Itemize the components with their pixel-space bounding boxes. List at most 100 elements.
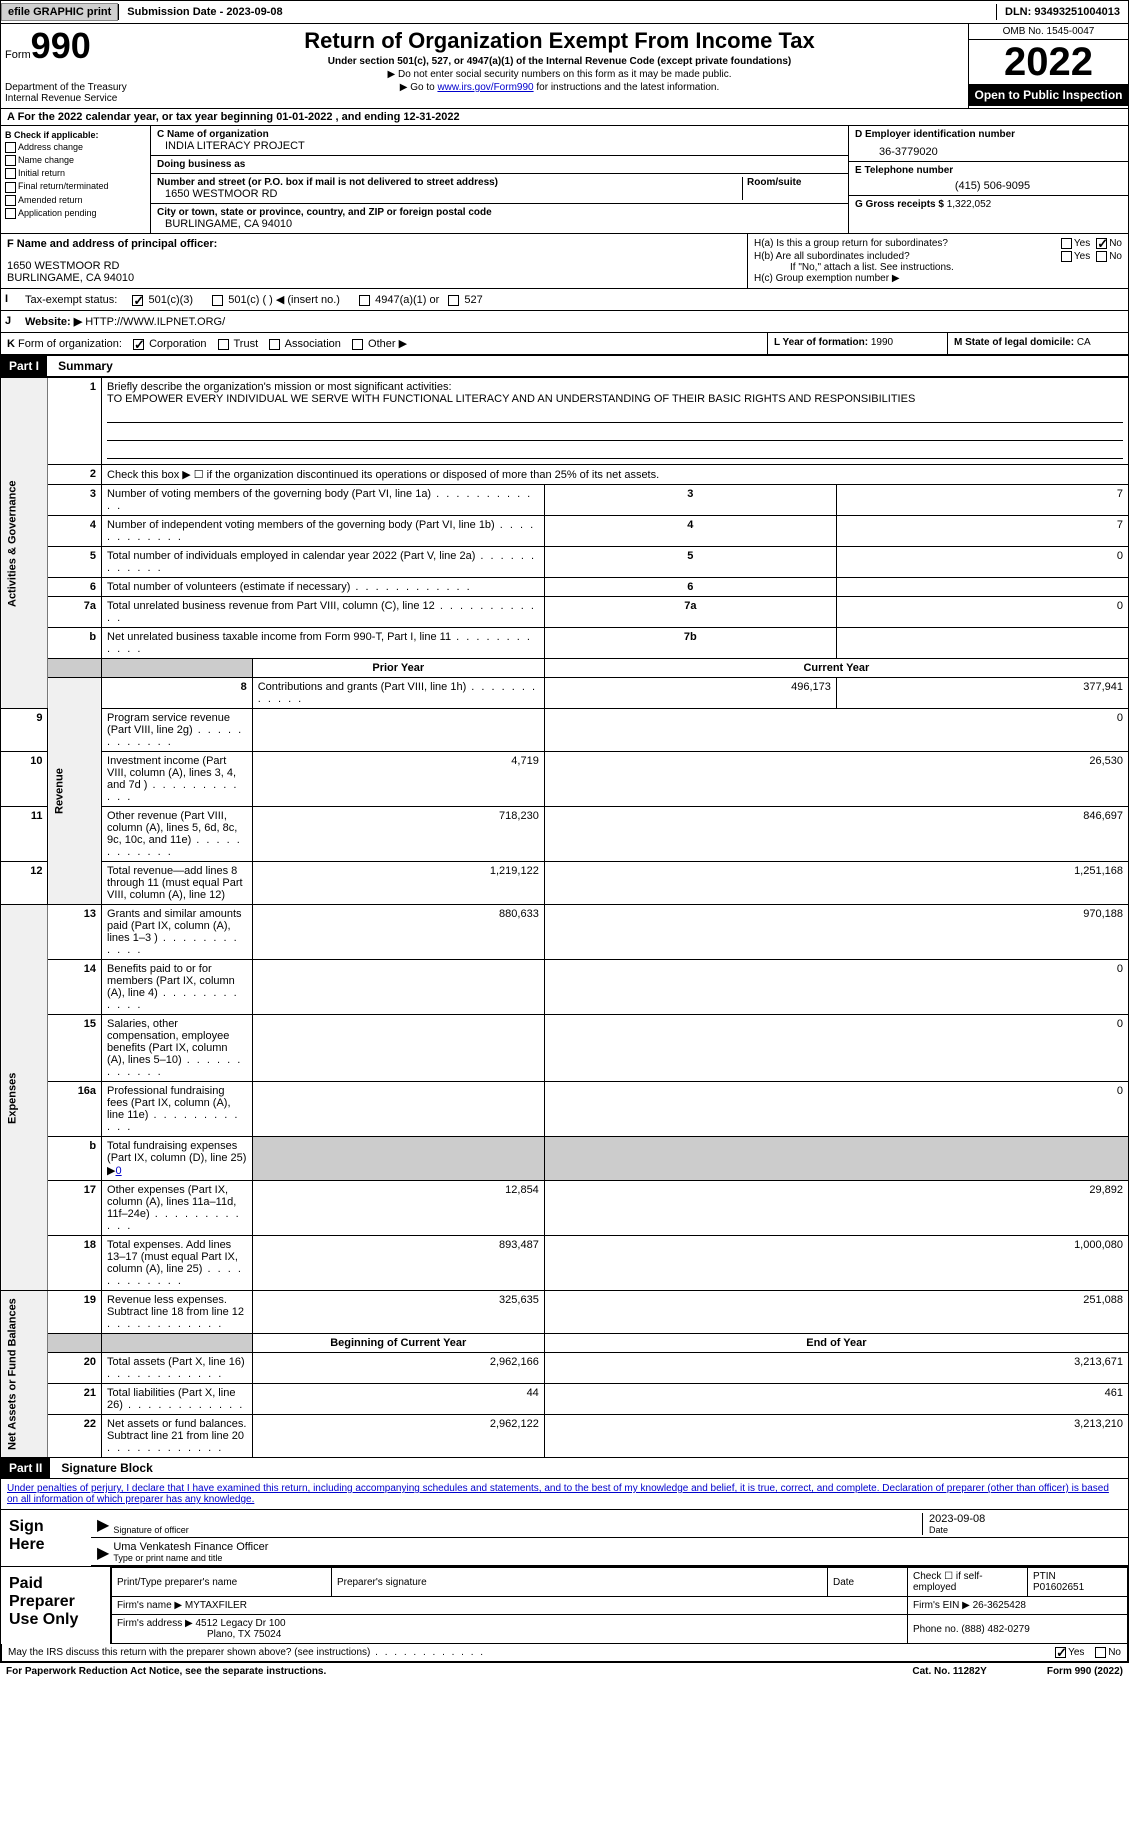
line-15-cy: 0 [544, 1015, 1128, 1082]
line-16a-py [252, 1082, 544, 1137]
line-5-desc: Total number of individuals employed in … [102, 547, 545, 578]
opt-name-change: Name change [18, 155, 74, 165]
mission-blank-1 [107, 407, 1123, 423]
declaration-link[interactable]: any knowledge. [185, 1494, 255, 1505]
opt-501c3: 501(c)(3) [148, 294, 193, 306]
line-17-desc: Other expenses (Part IX, column (A), lin… [102, 1181, 253, 1236]
firm-phone-value: (888) 482-0279 [961, 1624, 1029, 1635]
opt-amended-return: Amended return [18, 195, 83, 205]
vert-revenue: Revenue [48, 678, 102, 905]
line-7a-desc: Total unrelated business revenue from Pa… [102, 597, 545, 628]
check-4947[interactable] [359, 295, 370, 306]
line-12-py: 1,219,122 [252, 862, 544, 905]
footer-paperwork: For Paperwork Reduction Act Notice, see … [6, 1666, 326, 1677]
mission-blank-2 [107, 425, 1123, 441]
mission-label: Briefly describe the organization's miss… [107, 381, 1123, 393]
line-17-py: 12,854 [252, 1181, 544, 1236]
line-4-val: 7 [836, 516, 1128, 547]
line-19-num: 19 [48, 1291, 102, 1334]
form-title: Return of Organization Exempt From Incom… [155, 28, 964, 54]
line-7b-ref: 7b [544, 628, 836, 659]
ha-no: No [1109, 238, 1122, 249]
firm-addr-label: Firm's address ▶ [117, 1618, 193, 1629]
form-header: Form990 Department of the Treasury Inter… [0, 24, 1129, 108]
line-10-py: 4,719 [252, 752, 544, 807]
form-label: Form [5, 49, 31, 61]
col-beginning-year: Beginning of Current Year [252, 1334, 544, 1353]
opt-application-pending: Application pending [18, 208, 97, 218]
h-b-label: H(b) Are all subordinates included? [754, 251, 1061, 262]
efile-print-button[interactable]: efile GRAPHIC print [1, 3, 118, 21]
year-formation-label: L Year of formation: [774, 337, 868, 348]
check-501c[interactable] [212, 295, 223, 306]
check-final-return[interactable] [5, 182, 16, 193]
line-4-num: 4 [48, 516, 102, 547]
line-3-val: 7 [836, 485, 1128, 516]
check-name-change[interactable] [5, 155, 16, 166]
check-501c3[interactable] [132, 295, 143, 306]
check-hb-no[interactable] [1096, 251, 1107, 262]
line-16a-desc: Professional fundraising fees (Part IX, … [102, 1082, 253, 1137]
hb-no: No [1109, 251, 1122, 262]
check-ha-no[interactable] [1096, 238, 1107, 249]
check-application-pending[interactable] [5, 208, 16, 219]
check-amended-return[interactable] [5, 195, 16, 206]
check-trust[interactable] [218, 339, 229, 350]
check-discuss-yes[interactable] [1055, 1647, 1066, 1658]
line-12-cy: 1,251,168 [544, 862, 1128, 905]
city-label: City or town, state or province, country… [157, 207, 842, 218]
line-5-val: 0 [836, 547, 1128, 578]
check-association[interactable] [269, 339, 280, 350]
line-19-desc: Revenue less expenses. Subtract line 18 … [102, 1291, 253, 1334]
line-5-num: 5 [48, 547, 102, 578]
section-b: B Check if applicable: Address change Na… [1, 126, 151, 233]
paid-preparer-label: Paid Preparer Use Only [1, 1567, 111, 1644]
part-ii-title: Signature Block [53, 1458, 160, 1478]
irs-label: Internal Revenue Service [5, 93, 147, 104]
line-13-desc: Grants and similar amounts paid (Part IX… [102, 905, 253, 960]
check-other[interactable] [352, 339, 363, 350]
check-initial-return[interactable] [5, 168, 16, 179]
tax-exempt-label: Tax-exempt status: [25, 294, 117, 306]
dept-treasury: Department of the Treasury [5, 82, 147, 93]
part-ii-tag: Part II [1, 1458, 50, 1478]
line-10-num: 10 [1, 752, 48, 807]
check-address-change[interactable] [5, 142, 16, 153]
line-14-py [252, 960, 544, 1015]
form-number: 990 [31, 25, 91, 66]
line-13-cy: 970,188 [544, 905, 1128, 960]
website-value: HTTP://WWW.ILPNET.ORG/ [85, 316, 225, 328]
line-19-cy: 251,088 [544, 1291, 1128, 1334]
vert-expenses: Expenses [1, 905, 48, 1291]
line-21-cy: 461 [544, 1384, 1128, 1415]
check-527[interactable] [448, 295, 459, 306]
check-ha-yes[interactable] [1061, 238, 1072, 249]
opt-527: 527 [464, 294, 482, 306]
row-j-label: J [1, 311, 19, 332]
discuss-no: No [1108, 1647, 1121, 1658]
opt-501c: 501(c) ( ) ◀ (insert no.) [228, 294, 340, 306]
mission-blank-3 [107, 443, 1123, 459]
line-6-val [836, 578, 1128, 597]
dln: DLN: 93493251004013 [996, 4, 1128, 20]
check-discuss-no[interactable] [1095, 1647, 1106, 1658]
check-corporation[interactable] [133, 339, 144, 350]
opt-association: Association [285, 338, 341, 350]
prep-date-label: Date [828, 1568, 908, 1597]
line-22-cy: 3,213,210 [544, 1415, 1128, 1458]
state-domicile-label: M State of legal domicile: [954, 337, 1074, 348]
line-22-py: 2,962,122 [252, 1415, 544, 1458]
summary-table: Activities & Governance 1 Briefly descri… [0, 377, 1129, 1458]
check-hb-yes[interactable] [1061, 251, 1072, 262]
line-7a-ref: 7a [544, 597, 836, 628]
line-9-desc: Program service revenue (Part VIII, line… [102, 709, 253, 752]
mission-text: TO EMPOWER EVERY INDIVIDUAL WE SERVE WIT… [107, 393, 1123, 405]
addr-value: 1650 WESTMOOR RD [157, 188, 742, 200]
sig-arrow-2: ▶ [97, 1543, 109, 1563]
line-16b-num: b [48, 1137, 102, 1181]
irs-link[interactable]: www.irs.gov/Form990 [437, 82, 533, 93]
sig-arrow-1: ▶ [97, 1515, 109, 1535]
phone-label: E Telephone number [855, 165, 1122, 176]
sig-date-value: 2023-09-08 [929, 1513, 1122, 1525]
line-11-py: 718,230 [252, 807, 544, 862]
